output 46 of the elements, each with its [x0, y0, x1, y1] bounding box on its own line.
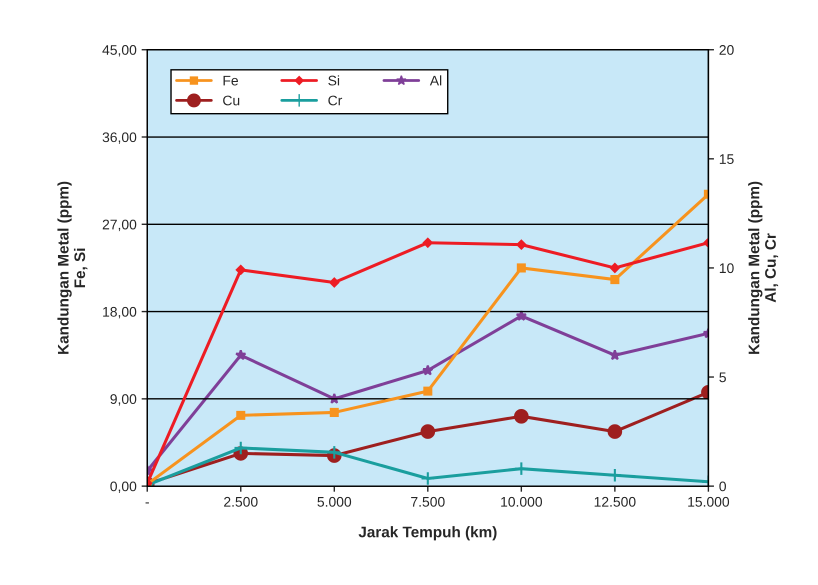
- y-tick-label: 9,00: [110, 394, 136, 406]
- x-tick-label: 7.500: [411, 496, 445, 507]
- point: [423, 386, 432, 396]
- point: [422, 238, 433, 248]
- point: [609, 349, 621, 360]
- point: [514, 409, 529, 424]
- legend-label: Al: [430, 75, 442, 86]
- y2-tick-label: 10: [720, 263, 734, 274]
- y-tick-label: 18,00: [103, 306, 136, 318]
- x-tick-label: 5.000: [317, 496, 352, 507]
- legend-label: Cu: [223, 96, 240, 106]
- y-tick-label: 45,00: [102, 45, 136, 57]
- point: [233, 440, 248, 456]
- y-tick-label: 27,00: [102, 220, 136, 232]
- y2-tick-label: 0: [719, 481, 726, 492]
- legend-label: Cr: [328, 96, 342, 106]
- point: [236, 264, 246, 275]
- point: [610, 275, 620, 284]
- point: [608, 424, 622, 439]
- point: [422, 364, 434, 376]
- point: [516, 240, 526, 250]
- x-tick-label: 12.500: [594, 496, 636, 507]
- x-tick-label: -: [146, 502, 149, 504]
- y-axis-title: Kandungan Metal (ppm) Fe, Si: [57, 182, 88, 354]
- point: [329, 278, 340, 288]
- y-tick-label: 36,00: [102, 132, 136, 144]
- point: [514, 461, 529, 476]
- legend-label: Si: [328, 75, 340, 86]
- x-tick-label: 2.500: [224, 496, 258, 507]
- point: [516, 263, 526, 272]
- y-tick-label: 0,00: [110, 481, 136, 493]
- y2-tick-label: 15: [720, 154, 734, 164]
- y2-tick-label: 5: [719, 372, 726, 382]
- x-axis-title: Jarak Tempuh (km): [358, 526, 497, 540]
- x-tick-label: 15.000: [688, 496, 730, 507]
- point: [235, 349, 246, 360]
- point: [608, 468, 622, 483]
- point: [420, 424, 436, 439]
- legend-label: Fe: [224, 76, 238, 86]
- x-tick-label: 10.000: [501, 496, 542, 507]
- y2-tick-label: 20: [720, 45, 734, 55]
- y2-axis-title: Kandungan Metal (ppm) Al, Cu, Cr: [748, 182, 778, 354]
- point: [420, 471, 436, 486]
- point: [610, 262, 620, 273]
- point: [236, 410, 246, 420]
- point: [330, 408, 339, 417]
